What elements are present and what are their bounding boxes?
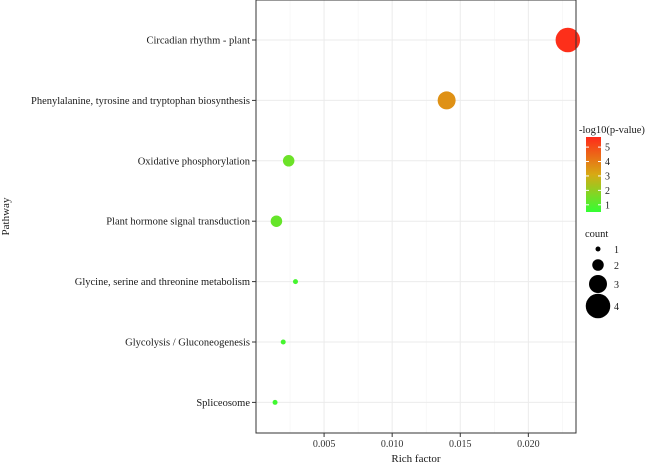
data-point [555, 27, 581, 53]
y-tick-label: Spliceosome [196, 398, 250, 409]
color-bar [586, 137, 601, 212]
size-legend-label: 3 [614, 280, 619, 291]
size-legend-label: 1 [614, 245, 619, 256]
y-tick-label: Oxidative phosphorylation [138, 156, 251, 167]
x-tick-label: 0.005 [313, 439, 336, 450]
size-legend-circle [595, 246, 601, 252]
size-legend-circle [589, 275, 607, 293]
y-tick-label: Glycine, serine and threonine metabolism [75, 277, 250, 288]
y-tick-label: Phenylalanine, tyrosine and tryptophan b… [31, 96, 250, 107]
color-legend-label: 1 [605, 200, 610, 211]
y-tick-label: Glycolysis / Gluconeogenesis [125, 338, 250, 349]
plot-panel-border [255, 0, 577, 434]
y-axis-title: Pathway [0, 197, 12, 235]
grid-lines [256, 0, 576, 433]
x-axis-title: Rich factor [391, 453, 441, 465]
size-legend-circle [585, 293, 611, 319]
x-tick-label: 0.015 [449, 439, 472, 450]
size-legend-label: 2 [614, 261, 619, 272]
size-legend: count 1 2 3 4 [585, 229, 619, 319]
x-axis: 0.005 0.010 0.015 0.020 [313, 433, 540, 450]
color-legend: -log10(p-value) 1 2 3 4 5 [579, 125, 645, 212]
y-axis: Circadian rhythm - plant Phenylalanine, t… [31, 36, 256, 409]
data-point [280, 339, 286, 345]
data-point [292, 279, 298, 285]
size-legend-title: count [585, 229, 608, 240]
data-point [272, 399, 278, 405]
data-point [282, 155, 295, 167]
color-legend-label: 3 [605, 171, 610, 182]
color-legend-label: 4 [605, 157, 610, 168]
y-tick-label: Plant hormone signal transduction [106, 217, 251, 228]
color-legend-label: 5 [605, 143, 610, 154]
size-legend-circle [592, 259, 604, 271]
data-point [270, 215, 283, 227]
color-legend-title: -log10(p-value) [579, 125, 645, 136]
x-tick-label: 0.020 [517, 439, 540, 450]
data-point [437, 91, 456, 110]
color-legend-label: 2 [605, 186, 610, 197]
y-tick-label: Circadian rhythm - plant [146, 36, 250, 47]
x-tick-label: 0.010 [381, 439, 404, 450]
data-points [270, 27, 581, 405]
size-legend-label: 4 [614, 302, 619, 313]
